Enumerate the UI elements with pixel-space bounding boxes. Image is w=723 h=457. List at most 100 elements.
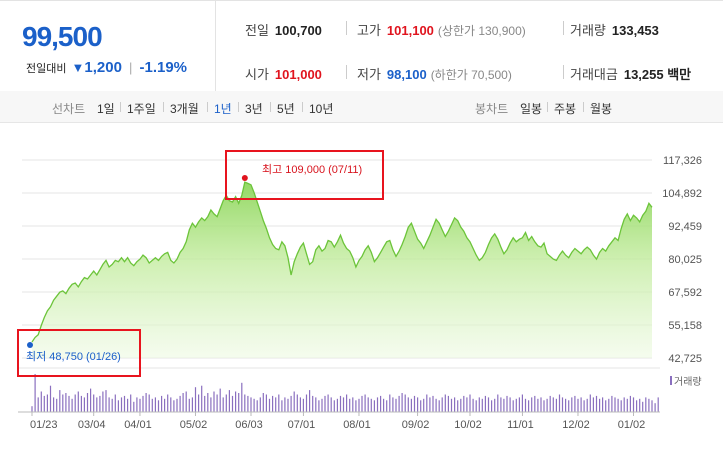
volume-bar [321,398,323,412]
volume-bar [401,393,403,412]
volume-bar [31,406,33,412]
volume-bar [136,397,138,412]
amount-label: 거래대금 [570,67,618,82]
volume-bar [568,400,570,412]
y-axis-labels: 117,326 104,892 92,459 80,025 67,592 55,158 42… [662,155,702,365]
volume-bar [275,397,277,412]
x-tick-label: 03/04 [78,419,106,431]
volume-bar [74,394,76,412]
volume-bar [225,394,227,412]
x-tick-label: 01/23 [30,419,58,431]
volume-bar [380,395,382,412]
volume-bar [450,398,453,412]
tab-1w[interactable]: 1주일 [127,102,156,116]
volume-bar [528,400,530,412]
volume-bar [392,397,394,412]
volume-bar [182,393,184,412]
change-percent: -1.19% [139,59,188,76]
volume-bar [123,395,126,412]
volume-bar [444,394,446,412]
candle-chart-label: 봉차트 [475,102,509,116]
volume-bar [241,382,243,412]
volume-bar [355,400,357,412]
volume-bar [167,394,169,412]
volume-bar [77,391,79,412]
volume-bar [364,394,366,412]
volume-bar [620,400,622,412]
volume-bar [207,393,209,412]
volume-bar [639,398,641,412]
tab-3m[interactable]: 3개월 [170,102,199,116]
tab-5y[interactable]: 5년 [277,102,295,116]
tab-daily[interactable]: 일봉 [520,102,543,116]
volume-bar [157,400,160,412]
volume-bar [102,391,104,412]
volume-bar [506,395,508,412]
volume-bar [595,395,598,412]
volume-bar [56,398,58,412]
volume-bar [287,398,289,412]
volume-bar [561,397,564,412]
volume-bar [62,394,64,412]
volume-bar [361,395,363,412]
prev-close-value: 100,700 [274,23,322,38]
volume-bar [34,374,36,412]
volume-bar [299,397,301,412]
tab-monthly[interactable]: 월봉 [590,102,613,116]
volume-bar [546,398,548,412]
volume-bar [71,398,73,412]
volume-bar [179,395,181,412]
volume-bar [534,395,536,412]
volume-bar [130,394,132,412]
divider [563,21,564,35]
volume-bar [370,398,372,412]
tab-1y[interactable]: 1년 [214,102,232,116]
volume-bar [386,400,388,412]
volume-bar [309,390,311,412]
volume-bar [59,390,61,412]
volume-bars [18,367,660,413]
price-area [32,182,652,358]
divider [583,102,584,112]
volume-bar [420,400,422,412]
tab-3y[interactable]: 3년 [245,102,263,116]
change-amount: 1,200 [84,59,122,76]
volume-bar [413,395,416,412]
volume-bar [161,395,163,412]
volume-bar [90,388,92,412]
volume-bar [330,397,332,412]
volume-bar [46,394,48,412]
x-tick-label: 12/02 [562,419,590,431]
high-label: 고가 [357,23,381,38]
volume-bar [574,395,576,412]
volume-bar [537,398,539,412]
volume-bar [503,398,505,412]
volume-bar [352,397,354,412]
tab-weekly[interactable]: 주봉 [554,102,577,116]
volume-bar [265,394,267,412]
volume-bar [293,391,295,412]
volume-bar [657,397,659,412]
volume-bar [404,394,406,412]
volume-bar [586,398,588,412]
volume-bar [173,400,175,412]
volume-bar [491,400,493,412]
volume-bar [247,395,249,412]
volume-bar [435,398,437,412]
volume-bar [336,398,338,412]
tab-1d[interactable]: 1일 [97,102,115,116]
tab-10y[interactable]: 10년 [309,102,334,116]
quote-header: 99,500 전일대비 ▼1,200 | -1.19% 전일 100,700 고가… [0,0,723,92]
volume-bar [398,395,400,412]
volume-bar [346,394,348,412]
max-point-marker [241,175,248,181]
volume-bar [204,395,206,412]
volume-bar [583,400,585,412]
divider [563,65,564,79]
volume-value: 133,453 [611,23,659,38]
volume-bar [164,398,166,412]
volume-bar [497,394,499,412]
y-tick-label: 92,459 [668,221,702,233]
volume-bar [611,395,613,412]
